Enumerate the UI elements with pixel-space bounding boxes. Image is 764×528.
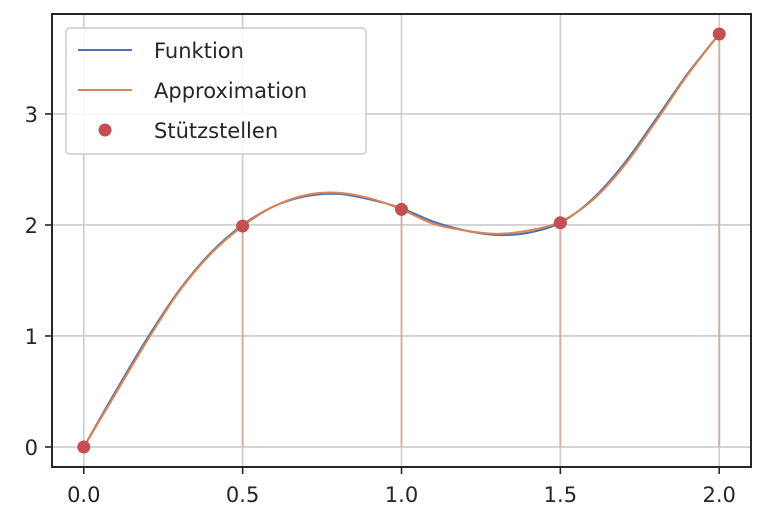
stutzstelle-point — [236, 219, 250, 233]
x-tick-label: 1.0 — [385, 483, 418, 507]
legend-label: Stützstellen — [154, 119, 278, 143]
stutzstelle-point — [553, 216, 567, 230]
x-tick-label: 0.0 — [67, 483, 100, 507]
y-tick-label: 0 — [25, 436, 38, 460]
stutzstellen-points — [77, 27, 726, 454]
legend-box — [65, 27, 367, 155]
y-tick-label: 3 — [25, 103, 38, 127]
legend-label: Funktion — [154, 39, 244, 63]
x-tick-label: 0.5 — [226, 483, 259, 507]
y-axis-ticks: 0 1 2 3 — [25, 103, 52, 460]
y-tick-label: 1 — [25, 325, 38, 349]
x-tick-label: 1.5 — [544, 483, 577, 507]
x-axis-ticks: 0.0 0.5 1.0 1.5 2.0 — [67, 467, 736, 507]
x-tick-label: 2.0 — [703, 483, 736, 507]
stutzstelle-point — [395, 202, 408, 216]
stem-lines — [241, 33, 721, 448]
stutzstelle-point — [77, 440, 91, 454]
legend-swatch-stutzstellen — [98, 123, 112, 137]
legend: Funktion Approximation Stützstellen — [65, 27, 367, 155]
y-tick-label: 2 — [25, 214, 38, 238]
legend-label: Approximation — [154, 79, 307, 103]
stutzstelle-point — [712, 27, 726, 41]
